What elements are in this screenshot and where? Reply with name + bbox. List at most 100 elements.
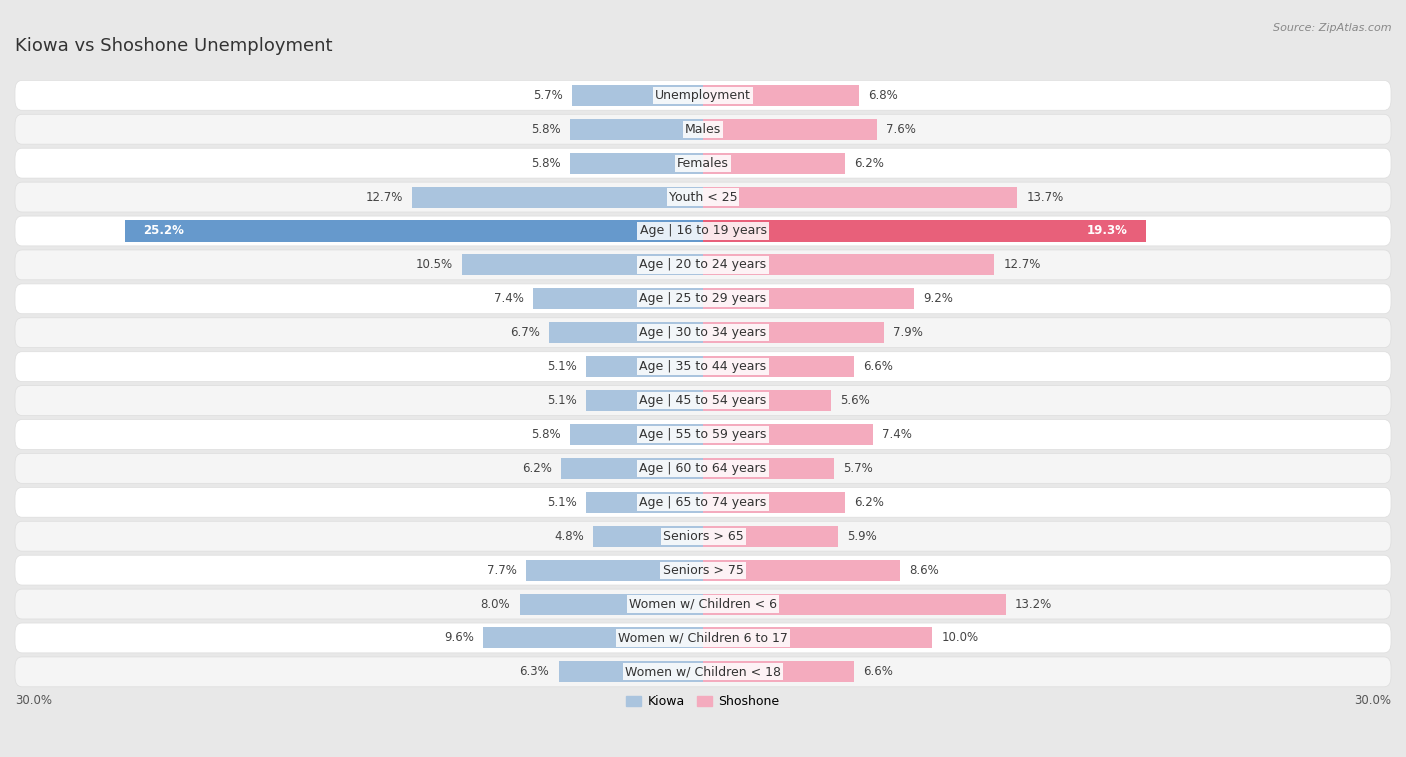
Bar: [703, 186, 1017, 207]
Text: 5.1%: 5.1%: [547, 496, 576, 509]
Bar: [572, 85, 703, 106]
Text: Females: Females: [678, 157, 728, 170]
Text: Age | 65 to 74 years: Age | 65 to 74 years: [640, 496, 766, 509]
Text: 6.8%: 6.8%: [868, 89, 898, 102]
Text: Age | 35 to 44 years: Age | 35 to 44 years: [640, 360, 766, 373]
FancyBboxPatch shape: [15, 522, 1391, 551]
Text: 5.1%: 5.1%: [547, 394, 576, 407]
Bar: [586, 356, 703, 377]
Text: Women w/ Children < 18: Women w/ Children < 18: [626, 665, 780, 678]
Text: 9.6%: 9.6%: [444, 631, 474, 644]
FancyBboxPatch shape: [15, 555, 1391, 585]
Bar: [569, 424, 703, 445]
Bar: [569, 119, 703, 140]
Text: 7.9%: 7.9%: [893, 326, 924, 339]
Text: Age | 45 to 54 years: Age | 45 to 54 years: [640, 394, 766, 407]
Bar: [703, 458, 834, 479]
FancyBboxPatch shape: [15, 216, 1391, 246]
Text: 6.2%: 6.2%: [855, 496, 884, 509]
Text: 6.2%: 6.2%: [522, 462, 551, 475]
Text: 5.8%: 5.8%: [531, 428, 561, 441]
Text: Seniors > 75: Seniors > 75: [662, 564, 744, 577]
Text: 12.7%: 12.7%: [366, 191, 402, 204]
Text: 7.4%: 7.4%: [495, 292, 524, 305]
Text: Women w/ Children < 6: Women w/ Children < 6: [628, 597, 778, 611]
FancyBboxPatch shape: [15, 385, 1391, 416]
FancyBboxPatch shape: [15, 488, 1391, 517]
Text: 19.3%: 19.3%: [1087, 225, 1128, 238]
Bar: [533, 288, 703, 310]
FancyBboxPatch shape: [15, 657, 1391, 687]
Bar: [703, 662, 855, 682]
Legend: Kiowa, Shoshone: Kiowa, Shoshone: [621, 690, 785, 713]
Bar: [703, 390, 831, 411]
Bar: [569, 153, 703, 173]
Bar: [703, 593, 1005, 615]
Bar: [703, 322, 884, 343]
Bar: [703, 525, 838, 547]
FancyBboxPatch shape: [15, 182, 1391, 212]
Text: 5.9%: 5.9%: [848, 530, 877, 543]
Bar: [703, 356, 855, 377]
Text: 6.3%: 6.3%: [520, 665, 550, 678]
Bar: [703, 254, 994, 276]
Text: 5.7%: 5.7%: [533, 89, 564, 102]
Text: 7.4%: 7.4%: [882, 428, 911, 441]
Text: 5.6%: 5.6%: [841, 394, 870, 407]
Text: Women w/ Children 6 to 17: Women w/ Children 6 to 17: [619, 631, 787, 644]
FancyBboxPatch shape: [15, 453, 1391, 483]
Text: Age | 25 to 29 years: Age | 25 to 29 years: [640, 292, 766, 305]
Bar: [703, 492, 845, 512]
Text: Males: Males: [685, 123, 721, 136]
FancyBboxPatch shape: [15, 114, 1391, 144]
Text: 5.8%: 5.8%: [531, 123, 561, 136]
Bar: [703, 628, 932, 649]
Bar: [482, 628, 703, 649]
Text: 30.0%: 30.0%: [15, 694, 52, 707]
Text: 25.2%: 25.2%: [143, 225, 184, 238]
Text: Seniors > 65: Seniors > 65: [662, 530, 744, 543]
Text: Age | 30 to 34 years: Age | 30 to 34 years: [640, 326, 766, 339]
FancyBboxPatch shape: [15, 80, 1391, 111]
Bar: [586, 390, 703, 411]
Bar: [550, 322, 703, 343]
FancyBboxPatch shape: [15, 352, 1391, 382]
Text: 7.6%: 7.6%: [886, 123, 917, 136]
Text: 10.0%: 10.0%: [942, 631, 979, 644]
FancyBboxPatch shape: [15, 318, 1391, 347]
Text: 4.8%: 4.8%: [554, 530, 583, 543]
Text: Age | 20 to 24 years: Age | 20 to 24 years: [640, 258, 766, 272]
Bar: [703, 153, 845, 173]
Bar: [703, 424, 873, 445]
Bar: [558, 662, 703, 682]
Bar: [463, 254, 703, 276]
Text: 6.6%: 6.6%: [863, 360, 893, 373]
Text: 9.2%: 9.2%: [924, 292, 953, 305]
Bar: [412, 186, 703, 207]
Bar: [703, 288, 914, 310]
Text: 10.5%: 10.5%: [416, 258, 453, 272]
Bar: [703, 85, 859, 106]
Text: Source: ZipAtlas.com: Source: ZipAtlas.com: [1274, 23, 1392, 33]
Text: 5.1%: 5.1%: [547, 360, 576, 373]
Text: Unemployment: Unemployment: [655, 89, 751, 102]
Bar: [125, 220, 703, 241]
Text: 7.7%: 7.7%: [488, 564, 517, 577]
FancyBboxPatch shape: [15, 250, 1391, 280]
Text: Age | 16 to 19 years: Age | 16 to 19 years: [640, 225, 766, 238]
Bar: [703, 119, 877, 140]
Text: 30.0%: 30.0%: [1354, 694, 1391, 707]
FancyBboxPatch shape: [15, 419, 1391, 450]
Text: 13.7%: 13.7%: [1026, 191, 1063, 204]
FancyBboxPatch shape: [15, 284, 1391, 313]
FancyBboxPatch shape: [15, 623, 1391, 653]
Bar: [703, 559, 900, 581]
Text: 12.7%: 12.7%: [1004, 258, 1040, 272]
Bar: [526, 559, 703, 581]
Bar: [520, 593, 703, 615]
Text: Kiowa vs Shoshone Unemployment: Kiowa vs Shoshone Unemployment: [15, 36, 332, 55]
Text: 8.0%: 8.0%: [481, 597, 510, 611]
Text: 8.6%: 8.6%: [910, 564, 939, 577]
Text: 13.2%: 13.2%: [1015, 597, 1052, 611]
FancyBboxPatch shape: [15, 148, 1391, 178]
